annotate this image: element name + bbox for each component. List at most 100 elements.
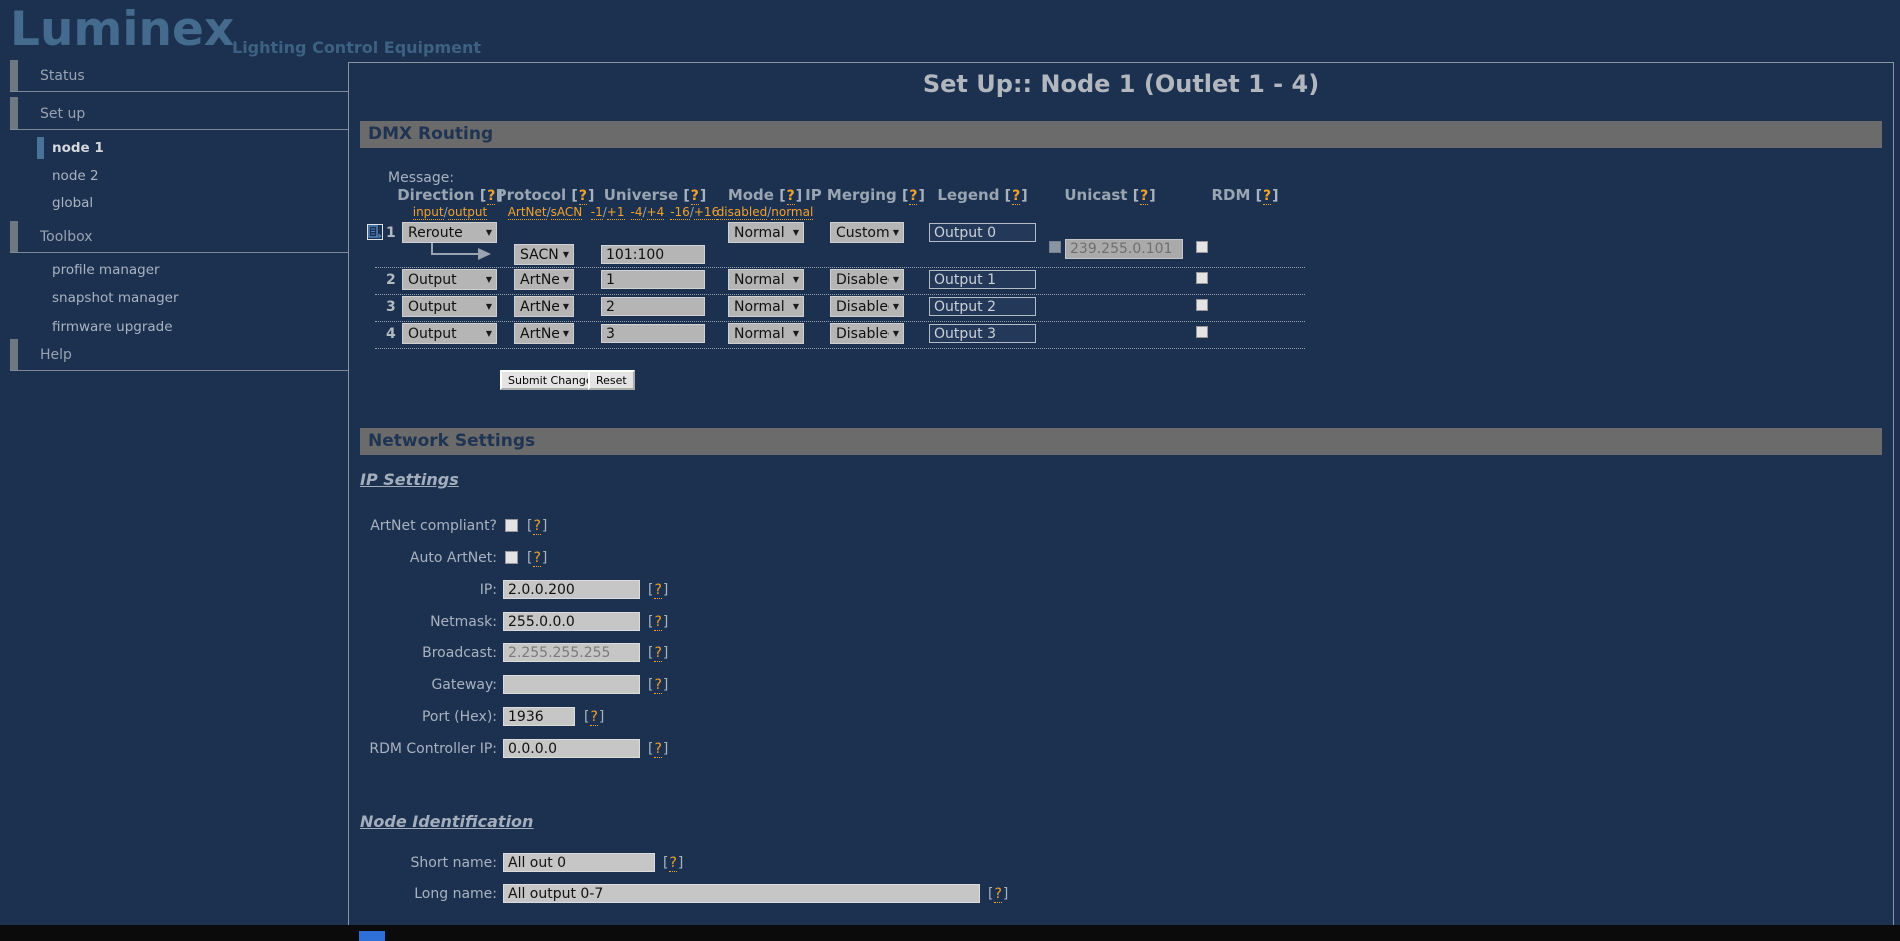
sidebar-item-snapshot-manager[interactable]: snapshot manager — [52, 290, 179, 306]
ip-merging-select-row2[interactable]: Disabled▼ — [830, 269, 904, 290]
help-link-universe[interactable]: [?] — [683, 188, 707, 205]
help-link-netmask[interactable]: [?] — [648, 614, 669, 631]
help-link-mode[interactable]: [?] — [779, 188, 803, 205]
plus1-link[interactable]: +1 — [606, 205, 625, 220]
sidebar-item-label[interactable]: Set up — [40, 106, 86, 122]
mode-select-row1[interactable]: Normal ▼ — [728, 222, 804, 243]
gateway-input[interactable] — [503, 675, 640, 694]
sidebar-item-node1[interactable]: node 1 — [52, 140, 104, 156]
sidebar-item-label[interactable]: Toolbox — [40, 229, 93, 245]
help-link-unicast[interactable]: [?] — [1132, 188, 1156, 205]
rdm-checkbox-row4[interactable] — [1196, 326, 1208, 338]
mode-select-row2[interactable]: Normal ▼ — [728, 269, 804, 290]
ip-merging-select-row4[interactable]: Disabled▼ — [830, 323, 904, 344]
sidebar-item-setup[interactable]: Set up — [10, 97, 348, 130]
direction-select-row3[interactable]: Output ▼ — [402, 296, 497, 317]
help-link-auto-artnet[interactable]: [?] — [527, 550, 548, 567]
sidebar-item-label[interactable]: Help — [40, 347, 72, 363]
logo-tagline: Lighting Control Equipment — [232, 38, 482, 57]
rdm-checkbox-row1[interactable] — [1196, 241, 1208, 253]
sidebar-item-global[interactable]: global — [52, 195, 94, 211]
sidebar-item-firmware-upgrade[interactable]: firmware upgrade — [52, 319, 173, 335]
port-hex-input[interactable] — [503, 707, 575, 726]
input-link[interactable]: input — [412, 205, 444, 220]
sidebar-item-toolbox[interactable]: Toolbox — [10, 221, 348, 253]
universe-sublinks: -1/+1 -4/+4 -16/+16 — [590, 205, 720, 220]
direction-select-row4[interactable]: Output ▼ — [402, 323, 497, 344]
unicast-checkbox-row1[interactable] — [1049, 241, 1061, 253]
reroute-icon[interactable] — [367, 224, 383, 240]
universe-input-row1[interactable] — [601, 245, 705, 264]
help-link-port-hex[interactable]: [?] — [584, 709, 605, 726]
protocol-select-row2[interactable]: ArtNet▼ — [514, 269, 574, 290]
help-link-long-name[interactable]: [?] — [988, 886, 1009, 903]
submit-changes-button[interactable]: Submit Changes — [500, 370, 607, 390]
artnet-compliant-checkbox[interactable] — [505, 519, 518, 532]
minus16-link[interactable]: -16 — [670, 205, 690, 220]
legend-input-row1[interactable] — [929, 223, 1036, 242]
plus4-link[interactable]: +4 — [646, 205, 665, 220]
help-link-broadcast[interactable]: [?] — [648, 645, 669, 662]
minus4-link[interactable]: -4 — [630, 205, 643, 220]
protocol-select-row1[interactable]: SACN ▼ — [514, 244, 574, 265]
short-name-input[interactable] — [503, 853, 655, 872]
artnet-link[interactable]: ArtNet — [507, 205, 547, 220]
normal-link[interactable]: normal — [771, 205, 814, 220]
message-label: Message: — [388, 170, 455, 186]
rdm-checkbox-row2[interactable] — [1196, 272, 1208, 284]
direction-select-row2[interactable]: Output ▼ — [402, 269, 497, 290]
universe-input-row4[interactable] — [601, 324, 705, 343]
chevron-down-icon: ▼ — [562, 250, 569, 259]
sidebar-item-help[interactable]: Help — [10, 339, 348, 371]
direction-sublinks: input/output — [412, 205, 488, 220]
ip-merging-select-row1[interactable]: Custom ▼ — [830, 222, 904, 243]
help-link-rdm-controller-ip[interactable]: [?] — [648, 741, 669, 758]
netmask-input[interactable] — [503, 612, 640, 631]
help-link-ip-merging[interactable]: [?] — [901, 188, 925, 205]
help-link-direction[interactable]: [?] — [479, 188, 503, 205]
sidebar-item-profile-manager[interactable]: profile manager — [52, 262, 160, 278]
long-name-input[interactable] — [503, 884, 980, 903]
row-separator — [375, 348, 1305, 349]
ip-merging-select-row3[interactable]: Disabled▼ — [830, 296, 904, 317]
help-link-short-name[interactable]: [?] — [663, 855, 684, 872]
plus16-link[interactable]: +16 — [693, 205, 720, 220]
minus1-link[interactable]: -1 — [590, 205, 603, 220]
active-item-marker — [37, 137, 44, 159]
artnet-compliant-label: ArtNet compliant? — [370, 518, 497, 534]
menu-marker-bar — [10, 60, 18, 91]
sidebar-item-status[interactable]: Status — [10, 60, 348, 92]
legend-input-row4[interactable] — [929, 324, 1036, 343]
universe-input-row3[interactable] — [601, 297, 705, 316]
direction-select-row1[interactable]: Reroute ▼ — [402, 222, 497, 243]
unicast-input-row1[interactable] — [1065, 239, 1183, 259]
help-link-artnet-compliant[interactable]: [?] — [527, 518, 548, 535]
help-link-protocol[interactable]: [?] — [571, 188, 595, 205]
chevron-down-icon: ▼ — [892, 329, 899, 338]
legend-input-row2[interactable] — [929, 270, 1036, 289]
dmx-routing-section-header: DMX Routing — [360, 121, 1882, 148]
rdm-controller-ip-input[interactable] — [503, 739, 640, 758]
auto-artnet-checkbox[interactable] — [505, 551, 518, 564]
disabled-link[interactable]: disabled — [716, 205, 768, 220]
sidebar-item-node2[interactable]: node 2 — [52, 168, 99, 184]
rdm-checkbox-row3[interactable] — [1196, 299, 1208, 311]
mode-select-row4[interactable]: Normal ▼ — [728, 323, 804, 344]
partially-visible-element — [359, 931, 385, 941]
protocol-select-row4[interactable]: ArtNet▼ — [514, 323, 574, 344]
ip-input[interactable] — [503, 580, 640, 599]
protocol-select-row3[interactable]: ArtNet▼ — [514, 296, 574, 317]
sidebar-item-label[interactable]: Status — [40, 68, 85, 84]
legend-input-row3[interactable] — [929, 297, 1036, 316]
help-link-ip[interactable]: [?] — [648, 582, 669, 599]
reset-button[interactable]: Reset — [588, 370, 635, 390]
sacn-link[interactable]: sACN — [550, 205, 583, 220]
row-number: 4 — [386, 326, 396, 342]
mode-select-row3[interactable]: Normal ▼ — [728, 296, 804, 317]
help-link-legend[interactable]: [?] — [1004, 188, 1028, 205]
col-header-rdm: RDM [?] — [1211, 186, 1279, 205]
output-link[interactable]: output — [447, 205, 488, 220]
universe-input-row2[interactable] — [601, 270, 705, 289]
help-link-rdm[interactable]: [?] — [1255, 188, 1279, 205]
help-link-gateway[interactable]: [?] — [648, 677, 669, 694]
